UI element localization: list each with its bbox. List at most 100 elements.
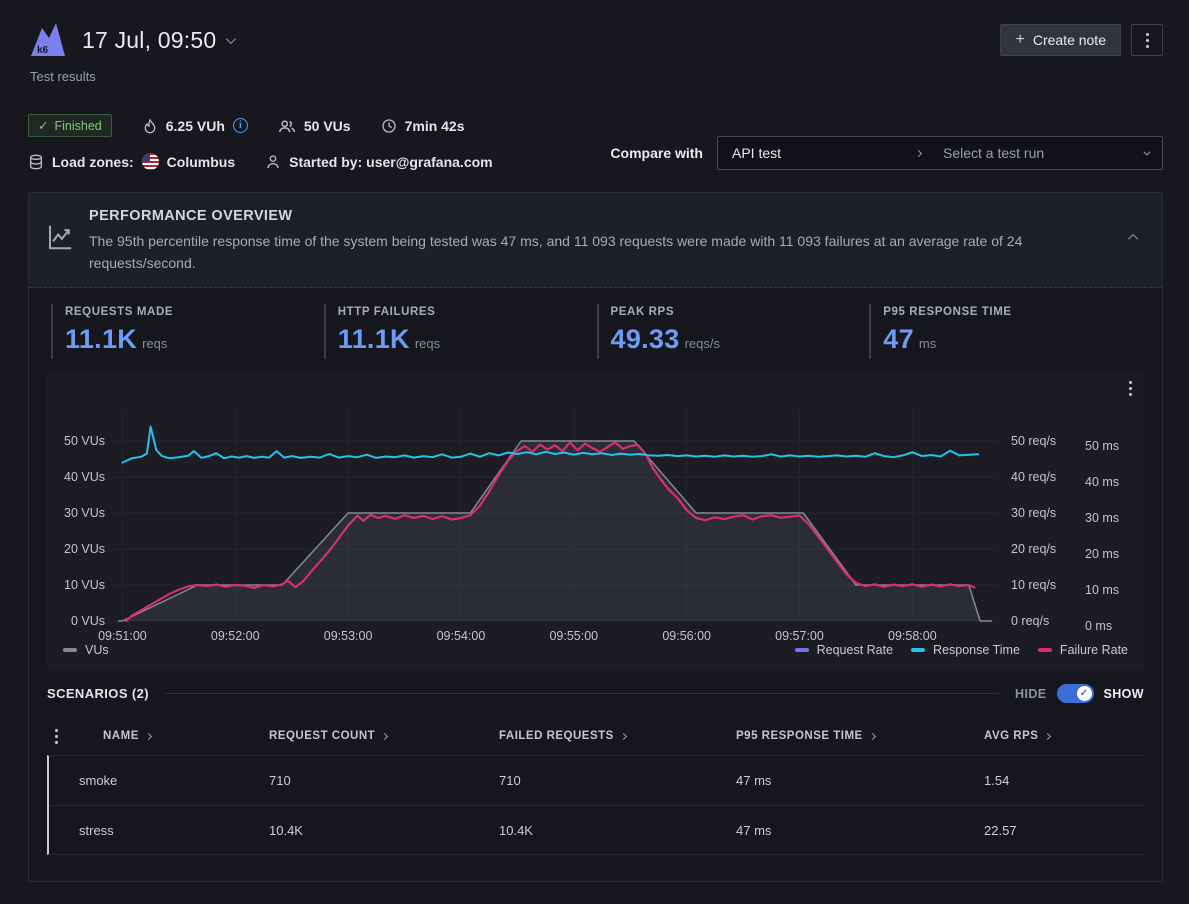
legend-label: Request Rate <box>816 643 894 658</box>
scenarios-table: NAME REQUEST COUNT FAILED REQUESTS P95 R… <box>47 717 1144 856</box>
y-axis-label-vus: 20 VUs <box>64 542 105 556</box>
compare-run-select[interactable]: Select a test run <box>933 137 1162 169</box>
y-axis-label-ms: 30 ms <box>1085 511 1119 525</box>
cell-name: stress <box>79 822 114 838</box>
stat-label: P95 RESPONSE TIME <box>883 306 1012 319</box>
toggle-check-icon: ✓ <box>1076 686 1092 702</box>
users-icon <box>279 119 295 132</box>
divider <box>165 693 1000 695</box>
column-header-request-count[interactable]: REQUEST COUNT <box>269 730 499 742</box>
y-axis-label-ms: 0 ms <box>1085 619 1112 633</box>
y-axis-label-vus: 30 VUs <box>64 506 105 520</box>
duration-value: 7min 42s <box>404 117 465 134</box>
panel-title: PERFORMANCE OVERVIEW <box>89 208 293 224</box>
stat-value: 49.33 <box>610 324 680 355</box>
stat-unit: ms <box>918 336 937 352</box>
x-axis-label: 09:57:00 <box>775 629 824 643</box>
cell-avg-rps: 22.57 <box>984 822 1017 838</box>
hide-label: HIDE <box>1015 686 1047 701</box>
stat-http-failures: HTTP FAILURES 11.1K reqs <box>323 304 597 360</box>
table-row-smoke[interactable]: smoke 710 710 47 ms 1.54 <box>49 756 1144 805</box>
stat-label: PEAK RPS <box>610 306 675 319</box>
load-zones-label: Load zones: <box>52 153 134 170</box>
chevron-right-icon <box>914 149 923 157</box>
cell-failed-requests: 10.4K <box>499 822 533 838</box>
test-run-title-dropdown[interactable]: 17 Jul, 09:50 <box>82 26 237 54</box>
legend-item-request-rate[interactable]: Request Rate <box>794 643 894 658</box>
page-title: 17 Jul, 09:50 <box>82 26 217 53</box>
compare-test-select[interactable]: API test <box>718 137 933 169</box>
legend-item-response-time[interactable]: Response Time <box>911 643 1020 657</box>
summary-section: ✓ Finished 6.25 VUh i 50 VUs 7min 42s <box>28 114 1163 170</box>
legend-item-failure-rate[interactable]: Failure Rate <box>1037 643 1128 658</box>
cell-p95: 47 ms <box>736 822 772 838</box>
failure-rate-swatch-icon <box>1037 648 1052 653</box>
cell-request-count: 710 <box>269 773 291 789</box>
y-axis-label-reqs: 40 req/s <box>1011 470 1056 484</box>
cell-p95: 47 ms <box>736 773 772 789</box>
create-note-button[interactable]: + Create note <box>1000 24 1121 56</box>
k6-logo-icon: k6 <box>28 20 68 60</box>
us-flag-icon <box>141 153 159 170</box>
x-axis-label: 09:56:00 <box>662 629 711 643</box>
chart-line-icon <box>49 225 72 250</box>
x-axis-label: 09:54:00 <box>437 629 486 643</box>
compare-with-control: Compare with API test Select a test run <box>610 136 1163 170</box>
stat-unit: reqs <box>142 336 168 352</box>
request-rate-swatch-icon <box>794 648 809 653</box>
column-header-avg-rps[interactable]: AVG RPS <box>984 730 1144 742</box>
scenarios-bar: SCENARIOS (2) HIDE ✓ SHOW <box>47 684 1144 704</box>
series-vus-area <box>118 441 992 622</box>
create-note-label: Create note <box>1032 32 1106 48</box>
stat-value: 11.1K <box>337 324 410 355</box>
legend-item-vus[interactable]: VUs <box>63 643 109 657</box>
legend-label: Failure Rate <box>1059 643 1128 658</box>
svg-text:k6: k6 <box>37 45 49 56</box>
vuh-metric: 6.25 VUh i <box>142 118 248 134</box>
status-label: Finished <box>54 118 102 133</box>
y-axis-label-vus: 10 VUs <box>64 578 105 592</box>
scenarios-table-body: smoke 710 710 47 ms 1.54 stress 10.4K 10… <box>47 755 1144 856</box>
info-icon[interactable]: i <box>232 118 248 133</box>
y-axis-label-ms: 20 ms <box>1085 547 1119 561</box>
y-axis-label-reqs: 50 req/s <box>1011 434 1056 448</box>
show-scenarios-toggle[interactable]: ✓ <box>1056 684 1094 704</box>
stat-value: 11.1K <box>65 324 138 355</box>
scenarios-title: SCENARIOS (2) <box>47 686 149 702</box>
performance-chart-canvas[interactable]: 0 VUs 0 req/s 0 ms 10 VUs 10 req/s 10 ms 20 VU… <box>47 377 1138 645</box>
stat-label: REQUESTS MADE <box>65 306 174 319</box>
load-zones: Load zones: Columbus <box>28 153 235 170</box>
more-options-button[interactable] <box>1131 24 1163 56</box>
cell-request-count: 10.4K <box>269 822 303 838</box>
compare-test-name: API test <box>732 145 782 161</box>
x-axis-label: 09:55:00 <box>549 629 598 643</box>
compare-run-placeholder: Select a test run <box>943 145 1045 161</box>
chart-menu-button[interactable] <box>1129 381 1132 397</box>
vus-swatch-icon <box>63 648 77 653</box>
y-axis-label-reqs: 30 req/s <box>1011 506 1056 520</box>
scenarios-table-header: NAME REQUEST COUNT FAILED REQUESTS P95 R… <box>47 717 1144 755</box>
table-row-stress[interactable]: stress 10.4K 10.4K 47 ms 22.57 <box>49 805 1144 854</box>
started-by-value: Started by: user@grafana.com <box>289 153 493 170</box>
table-kebab-icon[interactable] <box>55 728 103 744</box>
stat-label: HTTP FAILURES <box>337 306 436 319</box>
panel-header: PERFORMANCE OVERVIEW The 95th percentile… <box>29 193 1162 289</box>
stat-p95-response-time: P95 RESPONSE TIME 47 ms <box>869 304 1142 360</box>
column-header-name[interactable]: NAME <box>103 730 269 742</box>
y-axis-label-vus: 40 VUs <box>64 470 105 484</box>
duration-metric: 7min 42s <box>381 118 465 134</box>
column-header-p95[interactable]: P95 RESPONSE TIME <box>736 730 984 742</box>
column-header-failed-requests[interactable]: FAILED REQUESTS <box>499 730 736 742</box>
stat-peak-rps: PEAK RPS 49.33 reqs/s <box>596 304 870 360</box>
y-axis-label-vus: 50 VUs <box>64 434 105 448</box>
response-time-swatch-icon <box>911 648 926 653</box>
performance-overview-panel: PERFORMANCE OVERVIEW The 95th percentile… <box>28 192 1163 882</box>
vus-value: 50 VUs <box>303 117 351 134</box>
cell-name: smoke <box>79 773 118 789</box>
y-axis-label-reqs: 10 req/s <box>1011 578 1056 592</box>
series-failure-rate-line <box>125 441 976 623</box>
collapse-chevron-icon[interactable] <box>1128 233 1139 244</box>
status-badge: ✓ Finished <box>28 114 112 137</box>
x-axis-label: 09:52:00 <box>211 629 260 643</box>
